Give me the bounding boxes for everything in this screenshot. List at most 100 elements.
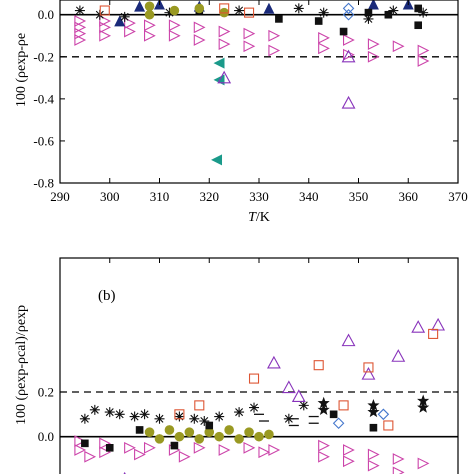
- panel-a-plot-frame: [59, 0, 459, 184]
- panel-b-circle-filled-marker: [264, 429, 274, 440]
- panel-a-tri-right-marker: [144, 29, 156, 42]
- panel-b-circle-filled-marker: [174, 431, 185, 442]
- panel-a-x-axis-label-unit: /K: [256, 210, 270, 225]
- panel-b-circle-filled-marker: [254, 431, 264, 442]
- panel-a-tri-right-marker: [168, 19, 181, 32]
- panel-b-square-filled-marker: [329, 410, 338, 419]
- panel-a-tri-right-marker: [124, 25, 136, 38]
- panel-a-tri-right-marker: [74, 34, 87, 46]
- panel-a: 290 300 310 320 330 340 350 360 370 0.0 -0.2 -0.4 -0…: [14, 0, 468, 225]
- panel-a-circle-filled-marker: [144, 1, 155, 12]
- panel-b-tri-right-marker: [243, 441, 256, 454]
- panel-a-tri-right-marker: [417, 44, 430, 57]
- panel-b-y-axis-label-text: 100 (ρexp-ρcal)/ρexp: [14, 305, 29, 425]
- panel-a-x-axis-label: T/K: [248, 210, 270, 225]
- panel-b-tri-right-marker: [392, 453, 405, 465]
- panel-a-tri-right-marker: [99, 15, 112, 27]
- panel-a-square-filled-marker: [414, 4, 423, 13]
- panel-a-square-filled-marker: [275, 15, 283, 23]
- panel-b-square-open-marker: [338, 400, 349, 411]
- panel-a-x-tick-label: 320: [200, 189, 220, 204]
- panel-a-markers: [74, 0, 430, 166]
- panel-a-asterisk-marker: [318, 7, 329, 18]
- panel-a-tri-right-marker: [342, 48, 355, 61]
- panel-b-y-tick-label: 0.2: [38, 384, 54, 399]
- panel-b-circle-filled-marker: [154, 434, 165, 444]
- panel-b-square-open-marker: [428, 328, 439, 339]
- panel-b-circle-filled-marker: [144, 427, 155, 437]
- panel-a-square-filled-marker: [384, 10, 393, 19]
- panel-b-asterisk-marker: [139, 409, 150, 420]
- panel-b-star-filled-marker: [367, 405, 380, 418]
- panel-b-square-open-marker: [248, 373, 260, 384]
- panel-b-square-filled-marker: [369, 423, 378, 432]
- panel-a-asterisk-marker: [418, 7, 429, 18]
- panel-a-asterisk-marker: [74, 5, 85, 16]
- panel-a-tri-right-marker: [268, 29, 281, 42]
- panel-b-asterisk-marker: [189, 413, 200, 424]
- panel-a-y-tick-label: 0.0: [38, 7, 54, 22]
- panel-a-circle-filled-marker: [169, 5, 180, 16]
- panel-b-square-filled-marker: [81, 439, 89, 448]
- panel-a-tri-up-open-marker: [217, 70, 232, 84]
- panel-a-y-tick-label: -0.8: [33, 176, 54, 191]
- panel-b-square-filled-marker: [135, 426, 144, 434]
- panel-b-asterisk-marker: [114, 409, 125, 420]
- panel-a-tri-right-marker: [99, 21, 112, 34]
- panel-b-tri-right-marker: [342, 455, 355, 468]
- panel-a-tri-right-marker: [99, 29, 112, 42]
- panel-b-tri-right-marker: [99, 437, 112, 450]
- panel-b-tri-right-marker: [193, 441, 206, 454]
- panel-a-tri-right-marker: [74, 15, 87, 27]
- panel-b-tri-right-marker: [367, 459, 380, 472]
- panel-a-circle-filled-marker: [144, 9, 155, 20]
- panel-a-asterisk-marker: [164, 7, 175, 18]
- panel-a-diamond-open-marker: [342, 2, 355, 15]
- panel-b-ticks: 0.20.0-0.2: [33, 258, 459, 474]
- panel-b-asterisk-marker: [174, 411, 185, 422]
- panel-b-circle-filled-marker: [234, 434, 244, 444]
- panel-b-tri-right-marker: [392, 466, 405, 474]
- panel-b-asterisk-marker: [154, 413, 165, 424]
- panel-a-square-filled-marker: [314, 17, 323, 25]
- panel-b-diamond-open-marker: [377, 408, 390, 421]
- panel-b-tri-right-marker: [84, 450, 97, 463]
- panel-a-tri-right-marker: [417, 55, 430, 67]
- panel-b-tri-right-marker: [367, 448, 380, 461]
- panel-a-tri-right-marker: [144, 19, 156, 32]
- panel-a-square-filled-marker: [339, 27, 348, 36]
- panel-b-tri-right-marker: [417, 457, 430, 470]
- panel-a-tri-right-marker: [124, 17, 136, 30]
- panel-a-tri-right-marker: [367, 50, 380, 63]
- panel-a-asterisk-marker: [388, 5, 399, 16]
- panel-b-diamond-open-marker: [332, 417, 345, 430]
- panel-b-tri-up-open-marker: [281, 380, 296, 394]
- panel-a-tri-right-marker: [193, 21, 206, 34]
- panel-a-square-filled-marker: [414, 21, 423, 30]
- panel-b-square-filled-marker: [170, 441, 179, 450]
- panel-b-asterisk-marker: [89, 404, 100, 415]
- panel-b-tri-up-open-marker: [341, 333, 356, 347]
- panel-a-tri-right-marker: [168, 29, 181, 42]
- panel-a-x-tick-label: 290: [50, 189, 70, 204]
- panel-a-y-axis-label-text: 100 (ρexp-ρe: [14, 33, 29, 107]
- panel-b-tri-right-marker: [134, 448, 146, 461]
- panel-a-tri-right-marker: [243, 27, 256, 40]
- panel-b-tri-right-marker: [258, 446, 271, 459]
- panel-a-asterisk-marker: [363, 13, 374, 24]
- panel-b-asterisk-marker: [129, 411, 140, 422]
- panel-a-tri-right-marker: [218, 38, 231, 51]
- panel-a-x-axis-label-variable: T: [248, 210, 257, 225]
- panel-a-tri-up-open-marker: [341, 95, 356, 109]
- panel-b-label: (b): [98, 288, 116, 304]
- panel-a-tri-right-marker: [243, 40, 256, 53]
- panel-b-tri-right-marker: [318, 450, 330, 463]
- panel-a-tri-right-marker: [367, 38, 380, 51]
- panel-b-square-open-marker: [363, 362, 374, 373]
- panel-b-tri-up-open-marker: [431, 317, 446, 331]
- panel-b-tri-up-open-marker: [391, 349, 406, 362]
- panel-a-y-tick-label: -0.4: [33, 91, 54, 106]
- panel-b-circle-filled-marker: [244, 427, 254, 437]
- panel-a-x-tick-label: 360: [399, 189, 419, 204]
- panel-b-square-filled-marker: [205, 421, 214, 430]
